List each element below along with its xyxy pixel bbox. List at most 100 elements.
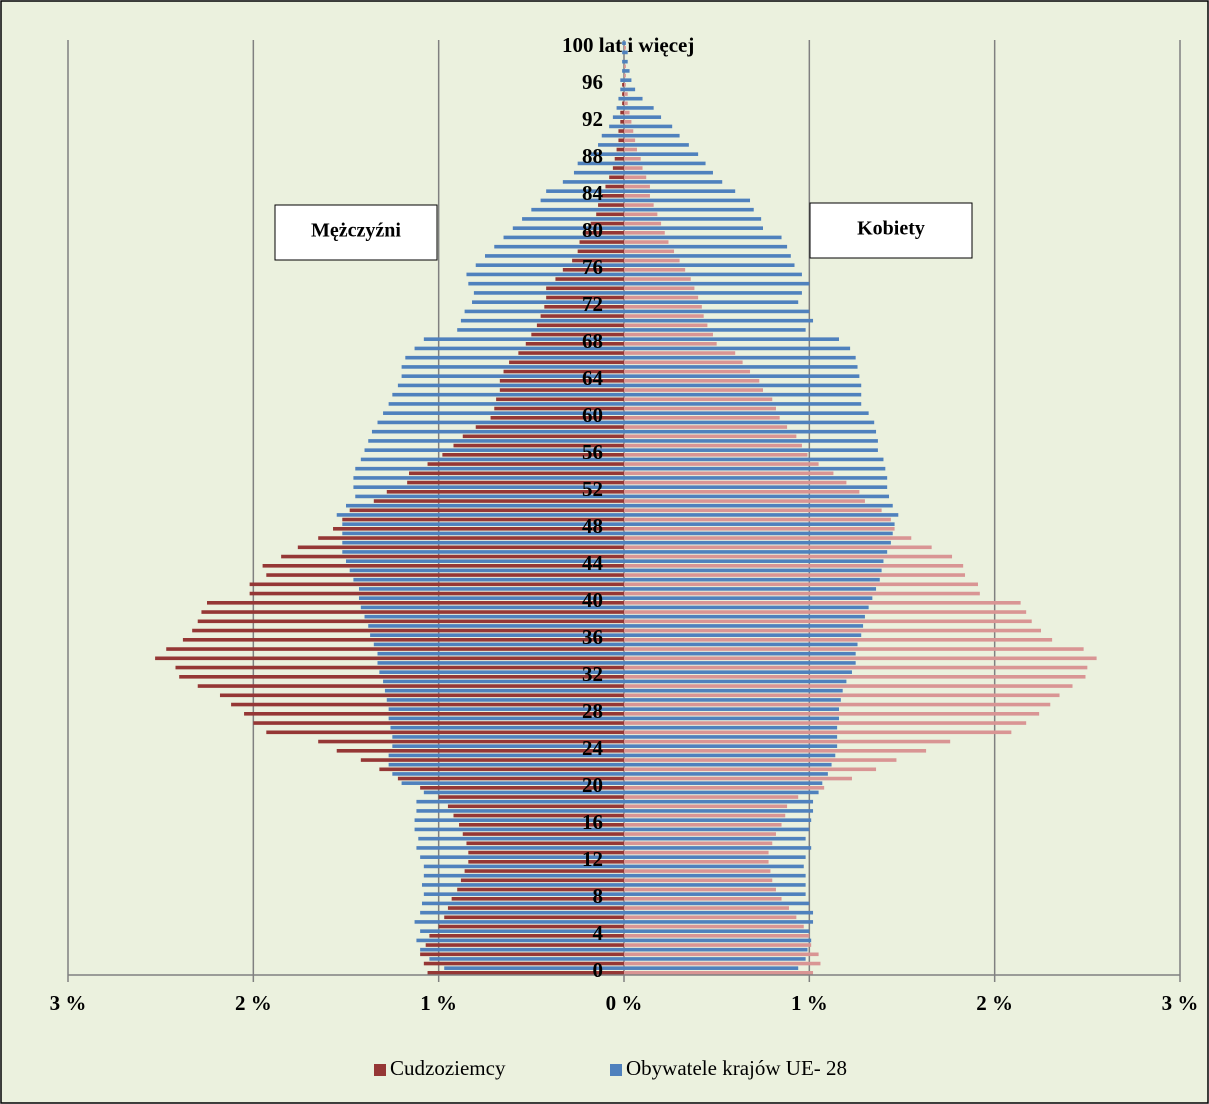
bar	[612, 166, 624, 170]
bar	[355, 466, 624, 471]
bar	[609, 124, 624, 129]
bar	[420, 947, 624, 952]
bar	[624, 753, 836, 758]
bar	[624, 721, 1027, 725]
bar	[624, 878, 773, 883]
bar	[624, 762, 832, 767]
x-tick-label: 3 %	[1162, 991, 1199, 1015]
bar	[614, 157, 624, 161]
bar	[624, 901, 810, 906]
bar	[457, 887, 624, 892]
bar	[540, 198, 624, 203]
bar	[499, 388, 624, 392]
bar	[624, 268, 686, 272]
bar	[416, 809, 624, 813]
bar	[423, 961, 624, 966]
bar	[579, 240, 624, 244]
bar	[622, 83, 624, 87]
bar	[624, 184, 650, 189]
bar	[342, 531, 624, 536]
bar	[555, 277, 624, 281]
bar	[540, 314, 624, 318]
bar	[386, 490, 624, 494]
bar	[624, 827, 810, 832]
bar	[509, 360, 624, 365]
bar	[414, 920, 624, 924]
bar	[624, 716, 839, 721]
bar	[624, 813, 786, 818]
bar	[624, 656, 1097, 661]
y-tick-label: 68	[582, 329, 603, 353]
bar	[624, 873, 806, 878]
side-label-box	[809, 202, 973, 259]
bar	[414, 827, 624, 832]
bar	[244, 712, 625, 716]
y-tick-label: 60	[582, 403, 603, 427]
bar	[624, 175, 647, 180]
bar	[624, 439, 878, 443]
bar	[624, 564, 964, 568]
bar	[407, 480, 624, 485]
bar	[624, 554, 953, 559]
bar	[546, 286, 624, 291]
bar	[546, 295, 624, 300]
bar	[616, 106, 624, 110]
bar	[624, 235, 782, 240]
bar	[624, 272, 802, 277]
bar	[624, 73, 626, 78]
bar	[624, 573, 966, 577]
bar	[624, 804, 788, 809]
bar	[624, 906, 789, 910]
bar	[364, 448, 624, 452]
bar	[409, 471, 624, 476]
bar	[197, 684, 624, 688]
bar	[624, 725, 838, 730]
y-tick-label: 48	[582, 514, 603, 538]
legend-label: Cudzoziemcy	[390, 1056, 506, 1080]
bar	[624, 425, 788, 429]
bar	[620, 78, 624, 82]
bar	[624, 152, 699, 156]
bar	[624, 638, 1053, 642]
bar	[388, 402, 624, 406]
bar	[373, 499, 624, 503]
bar	[166, 647, 624, 651]
bar	[464, 309, 624, 314]
y-tick-label: 100 lat i więcej	[562, 33, 694, 57]
bar	[624, 314, 704, 318]
bar	[249, 591, 625, 596]
bar	[624, 850, 769, 855]
bar	[577, 161, 624, 166]
bar	[624, 263, 795, 267]
bar	[624, 429, 877, 434]
bar	[346, 559, 624, 563]
bar	[401, 365, 624, 369]
bar	[624, 323, 708, 328]
bar	[360, 605, 624, 610]
bar	[383, 411, 624, 415]
bar	[414, 346, 624, 351]
bar	[624, 712, 1040, 716]
bar	[364, 614, 624, 619]
bar	[624, 420, 875, 425]
bar	[624, 207, 754, 212]
bar	[444, 915, 624, 920]
y-tick-label: 4	[593, 921, 604, 945]
bar	[624, 702, 1051, 707]
bar	[624, 605, 869, 610]
bar	[622, 41, 624, 45]
bar	[512, 226, 624, 230]
bar	[531, 207, 624, 212]
bar	[624, 138, 636, 143]
side-label: Kobiety	[857, 218, 925, 240]
bar	[468, 860, 624, 864]
bar	[624, 952, 819, 957]
bar	[624, 231, 665, 235]
bar	[624, 96, 643, 101]
bar	[466, 841, 624, 846]
bar	[624, 799, 814, 804]
bar	[442, 453, 624, 457]
bar	[624, 836, 806, 841]
bar	[624, 157, 641, 161]
